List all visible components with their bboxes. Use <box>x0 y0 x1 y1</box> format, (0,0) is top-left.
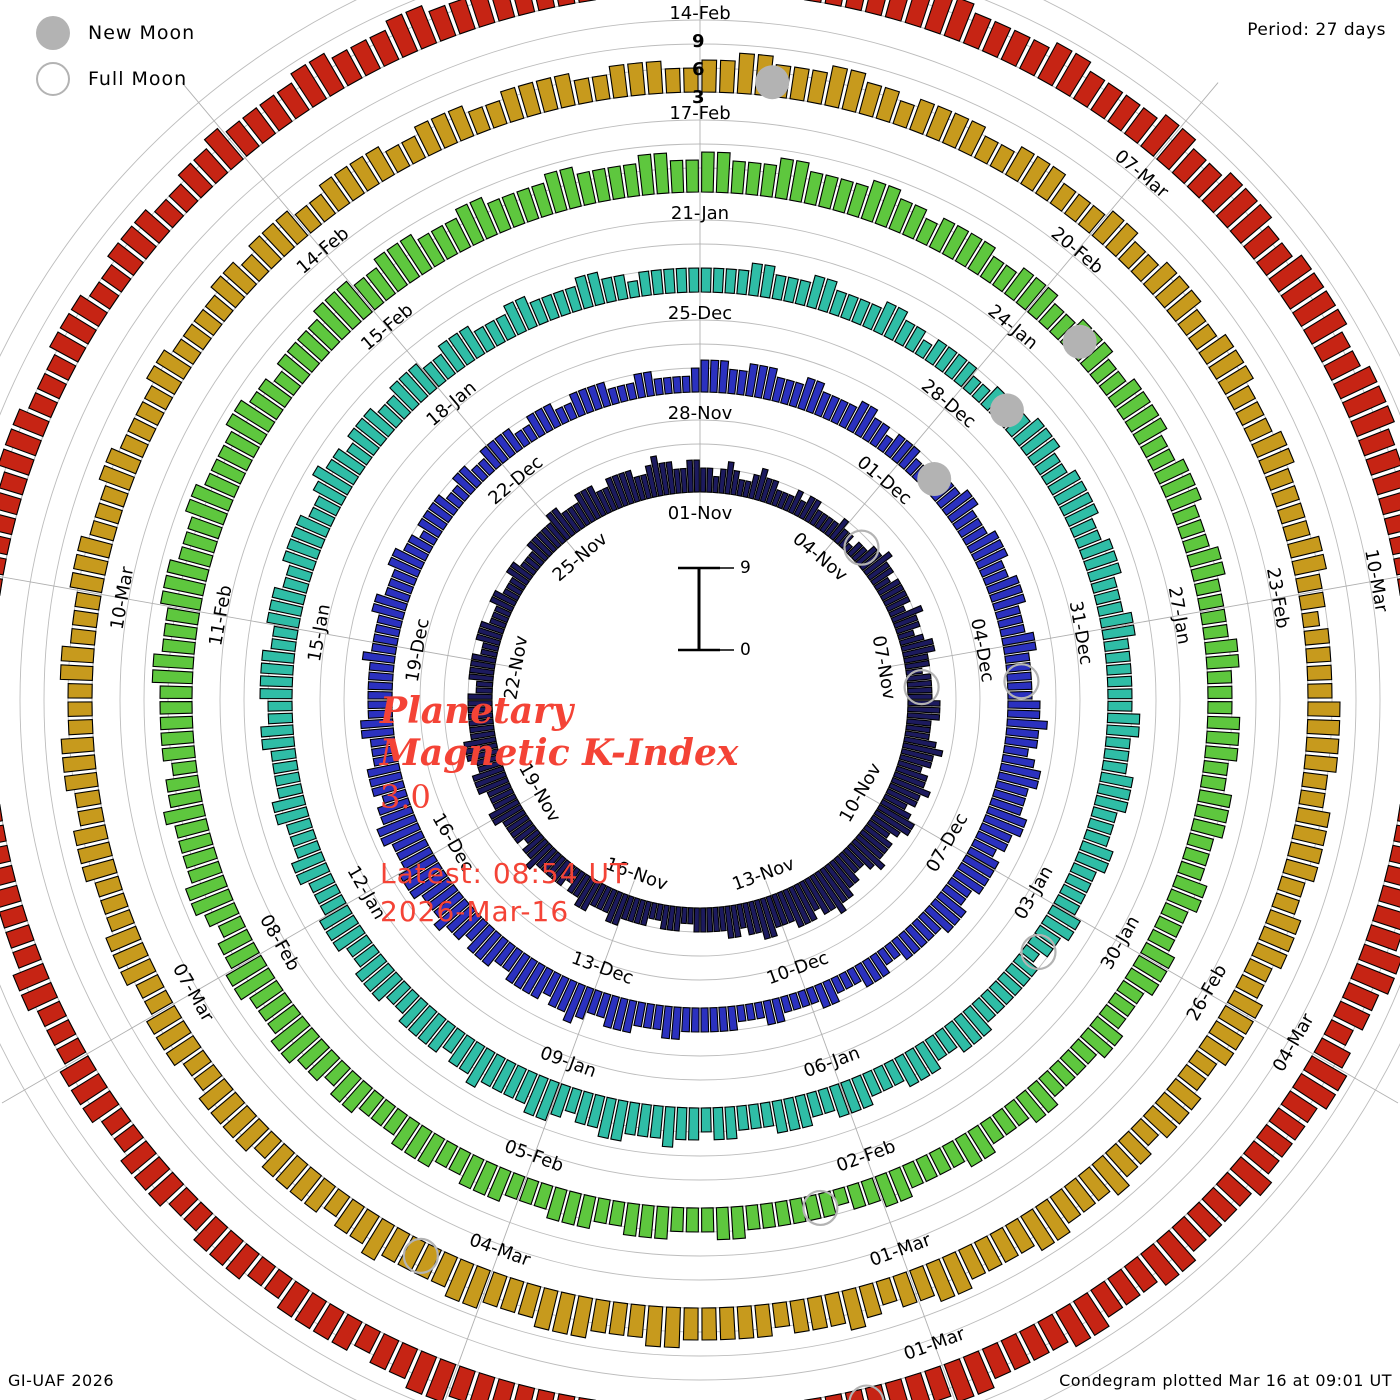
moon-legend: New Moon Full Moon <box>24 10 195 102</box>
full-moon-icon <box>802 1189 839 1227</box>
full-moon-icon <box>903 668 940 706</box>
new-moon-icon <box>755 65 790 100</box>
legend-label-full-moon: Full Moon <box>88 68 188 90</box>
footer-timestamp: Condegram plotted Mar 16 at 09:01 UT <box>1059 1371 1392 1390</box>
key-scale-min: 0 <box>740 640 751 660</box>
date-tick-label: 10-Mar <box>1360 548 1392 615</box>
date-tick-label: 11-Feb <box>205 584 236 648</box>
date-tick-label: 31-Dec <box>1065 599 1097 666</box>
title-line-1: Planetary <box>380 690 573 732</box>
moon-markers-layer <box>402 65 1097 1400</box>
radial-tick-6: 6 <box>692 59 705 80</box>
full-moon-icon <box>1020 933 1057 971</box>
current-kp-value: 3.0 <box>380 778 431 816</box>
key-scale-icon <box>678 566 734 652</box>
page-title: Planetary Magnetic K-Index <box>380 690 1020 774</box>
new-moon-icon <box>1062 324 1097 359</box>
date-tick-label: 09-Jan <box>537 1042 599 1082</box>
date-tick-label: 10-Mar <box>107 565 139 632</box>
date-tick-label: 02-Feb <box>834 1136 899 1177</box>
radial-scale-labels: 9 6 3 <box>692 28 705 112</box>
date-tick-label: 21-Jan <box>671 203 729 224</box>
date-tick-label: 17-Feb <box>669 103 730 124</box>
date-tick-label: 19-Dec <box>402 617 434 684</box>
date-tick-label: 23-Feb <box>1262 566 1293 630</box>
title-line-2: Magnetic K-Index <box>380 732 739 774</box>
legend-item-full-moon: Full Moon <box>24 56 195 102</box>
latest-time: Latest: 08:54 UT <box>380 857 629 890</box>
latest-date: 2026-Mar-16 <box>380 895 570 928</box>
latest-observation: Latest: 08:54 UT 2026-Mar-16 <box>380 855 1020 931</box>
new-moon-icon <box>36 16 70 50</box>
date-tick-label: 28-Nov <box>668 403 733 424</box>
new-moon-icon <box>989 393 1024 428</box>
date-tick-label: 27-Jan <box>1164 585 1195 646</box>
date-tick-label: 25-Dec <box>668 303 732 324</box>
full-moon-icon <box>848 1384 885 1400</box>
full-moon-icon <box>402 1237 439 1274</box>
legend-label-new-moon: New Moon <box>88 22 196 44</box>
date-tick-label: 14-Feb <box>669 3 730 24</box>
date-tick-label: 15-Jan <box>304 602 335 663</box>
footer-credit: GI-UAF 2026 <box>8 1371 115 1390</box>
full-moon-icon <box>36 62 70 96</box>
kp-key-scale: 9 0 <box>672 558 782 661</box>
date-tick-label: 05-Feb <box>502 1136 567 1177</box>
date-tick-label: 04-Dec <box>966 617 998 684</box>
legend-item-new-moon: New Moon <box>24 10 195 56</box>
date-tick-label: 06-Jan <box>801 1042 863 1082</box>
new-moon-icon <box>917 462 952 497</box>
period-note: Period: 27 days <box>1247 20 1386 40</box>
date-tick-label: 01-Nov <box>668 503 733 524</box>
radial-tick-3: 3 <box>692 87 705 108</box>
key-scale-max: 9 <box>740 558 751 578</box>
full-moon-icon <box>843 529 880 566</box>
full-moon-icon <box>1003 663 1040 700</box>
radial-tick-9: 9 <box>692 31 705 52</box>
